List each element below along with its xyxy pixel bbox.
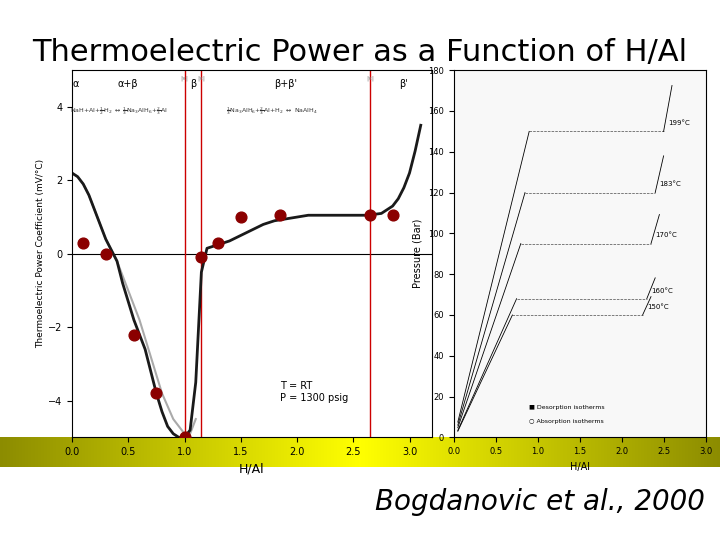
Point xyxy=(150,389,162,397)
Point xyxy=(235,213,246,221)
Point xyxy=(196,253,207,262)
Point xyxy=(100,249,112,258)
Text: Thermoelectric Power as a Function of H/Al: Thermoelectric Power as a Function of H/… xyxy=(32,38,688,67)
Point xyxy=(212,239,224,247)
Point xyxy=(78,239,89,247)
Text: β: β xyxy=(190,79,196,89)
Text: 170°C: 170°C xyxy=(655,233,677,239)
Text: β': β' xyxy=(400,79,408,89)
Text: |x|: |x| xyxy=(197,76,205,81)
Text: 183°C: 183°C xyxy=(660,181,681,187)
Text: 199°C: 199°C xyxy=(668,120,690,126)
Text: ■ Desorption isotherms: ■ Desorption isotherms xyxy=(529,405,605,410)
X-axis label: H/Al: H/Al xyxy=(570,462,590,471)
Text: β+β': β+β' xyxy=(274,79,297,89)
Y-axis label: Pressure (Bar): Pressure (Bar) xyxy=(413,219,423,288)
Y-axis label: Thermoelectric Power Coefficient (mV/°C): Thermoelectric Power Coefficient (mV/°C) xyxy=(36,159,45,348)
Text: NaH+Al+$\frac{1}{2}$H$_2$ $\leftrightarrow$ $\frac{1}{3}$Na$_3$AlH$_6$+$\frac{2}: NaH+Al+$\frac{1}{2}$H$_2$ $\leftrightarr… xyxy=(71,105,168,117)
Text: α+β: α+β xyxy=(118,79,138,89)
Text: |x|: |x| xyxy=(181,76,189,81)
Point xyxy=(128,330,140,339)
Point xyxy=(179,433,190,442)
Point xyxy=(387,211,398,220)
Point xyxy=(364,211,376,220)
Text: 160°C: 160°C xyxy=(651,288,672,294)
Text: 150°C: 150°C xyxy=(647,304,668,310)
Text: T = RT
P = 1300 psig: T = RT P = 1300 psig xyxy=(280,381,348,403)
X-axis label: H/Al: H/Al xyxy=(239,463,265,476)
Text: $\frac{1}{3}$Na$_3$AlH$_6$+$\frac{2}{3}$Al+H$_2$ $\leftrightarrow$ NaAlH$_4$: $\frac{1}{3}$Na$_3$AlH$_6$+$\frac{2}{3}$… xyxy=(226,105,318,117)
Text: Bogdanovic et al., 2000: Bogdanovic et al., 2000 xyxy=(375,488,705,516)
Text: α: α xyxy=(72,79,78,89)
Point xyxy=(274,211,286,220)
Text: |x|: |x| xyxy=(366,76,374,81)
Text: ○ Absorption isotherms: ○ Absorption isotherms xyxy=(529,419,604,424)
